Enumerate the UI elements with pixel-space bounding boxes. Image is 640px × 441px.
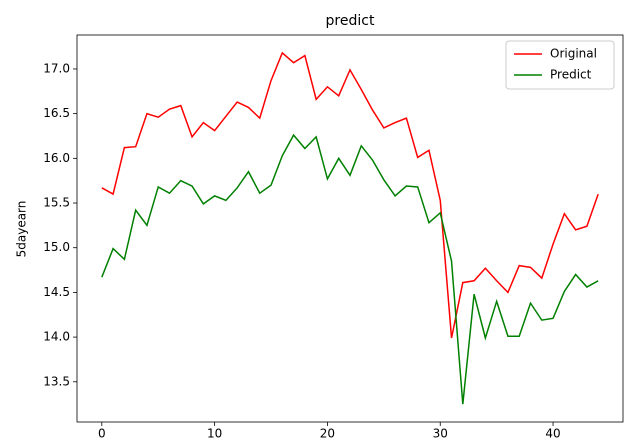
chart-title: predict (326, 13, 375, 29)
y-tick-label: 16.0 (43, 151, 70, 165)
data-line (101, 51, 599, 339)
y-tick-label: 15.0 (43, 240, 70, 254)
y-axis-label: 5dayearn (15, 201, 29, 258)
y-tick-label: 17.0 (43, 61, 70, 75)
y-tick-label: 16.5 (43, 106, 70, 120)
legend-label: Predict (550, 68, 592, 82)
x-tick-label: 10 (207, 427, 222, 441)
x-tick-label: 0 (98, 427, 106, 441)
x-tick-label: 20 (320, 427, 335, 441)
plot-frame (76, 34, 624, 423)
y-tick-label: 14.5 (43, 285, 70, 299)
legend-box (505, 40, 615, 90)
y-tick-label: 15.5 (43, 196, 70, 210)
y-tick-label: 13.5 (43, 374, 70, 388)
legend-label: Original (550, 47, 597, 61)
x-tick-label: 40 (545, 427, 560, 441)
data-line (101, 133, 599, 405)
y-tick-label: 14.0 (43, 330, 70, 344)
x-tick-label: 30 (433, 427, 448, 441)
